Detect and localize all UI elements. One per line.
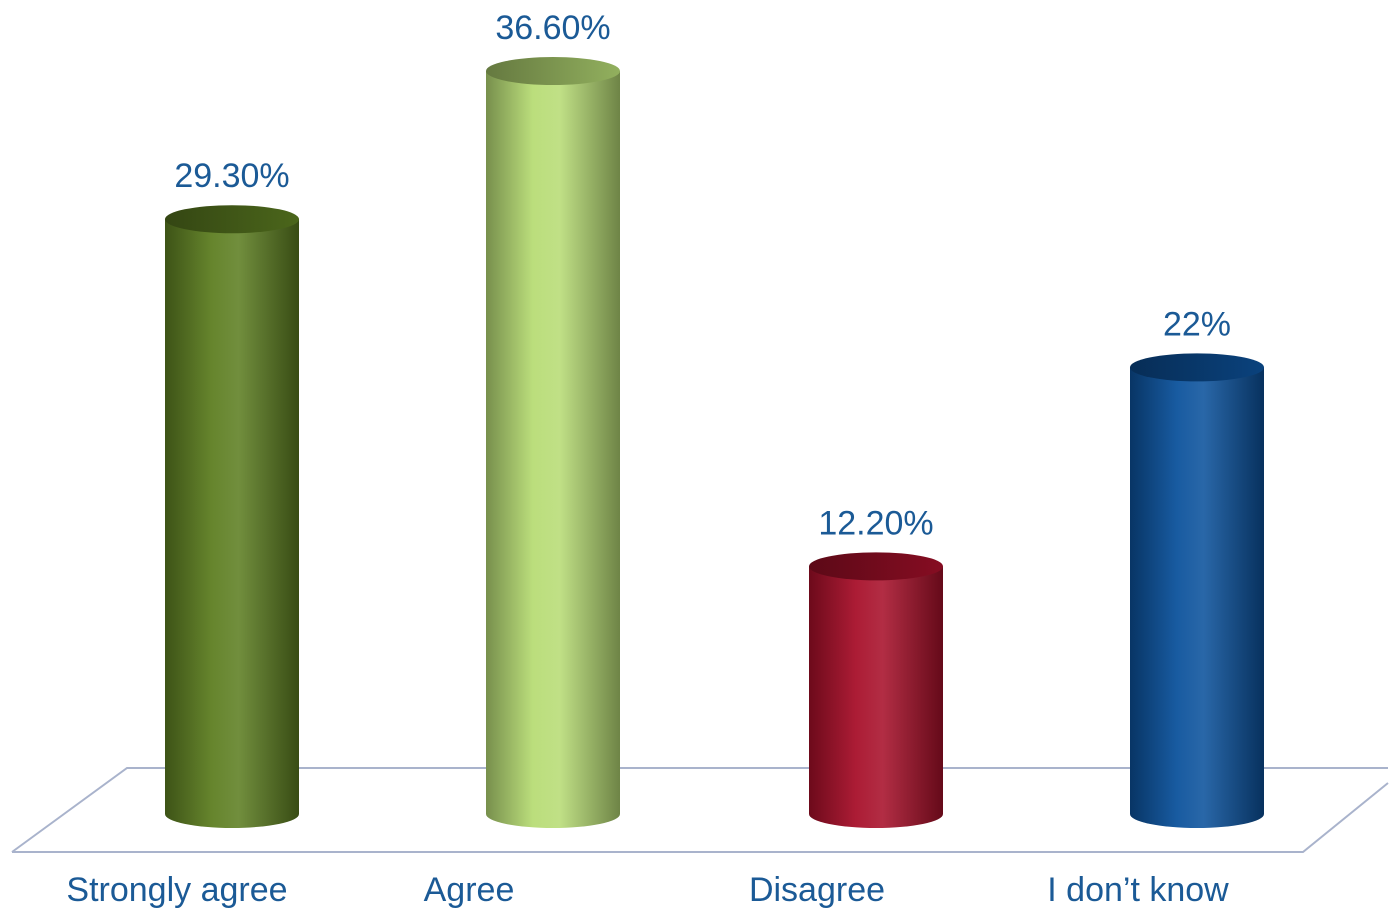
category-label: Disagree bbox=[749, 871, 885, 909]
bar-2 bbox=[809, 552, 943, 828]
category-labels-group: Strongly agree Agree Disagree I don’t know bbox=[66, 871, 1229, 909]
data-label: 29.30% bbox=[174, 157, 289, 195]
data-labels-group: 29.30% 36.60% 12.20% 22% bbox=[174, 9, 1231, 542]
bar-body bbox=[486, 71, 620, 828]
bars-group bbox=[165, 57, 1264, 828]
bar-top bbox=[809, 552, 943, 581]
floor-outline bbox=[11, 767, 1389, 853]
bar-1 bbox=[486, 57, 620, 828]
bar-top bbox=[486, 57, 620, 86]
chart-floor bbox=[11, 767, 1389, 853]
data-label: 22% bbox=[1163, 305, 1231, 343]
bar-3 bbox=[1130, 353, 1264, 828]
bar-body bbox=[165, 219, 299, 828]
category-label: Strongly agree bbox=[66, 871, 287, 909]
data-label: 12.20% bbox=[818, 504, 933, 542]
category-label: I don’t know bbox=[1047, 871, 1229, 909]
bar-top bbox=[1130, 353, 1264, 382]
data-label: 36.60% bbox=[495, 9, 610, 47]
bar-0 bbox=[165, 205, 299, 828]
bar-body bbox=[809, 566, 943, 828]
bar-top bbox=[165, 205, 299, 234]
category-label: Agree bbox=[424, 871, 515, 909]
bar-body bbox=[1130, 367, 1264, 828]
